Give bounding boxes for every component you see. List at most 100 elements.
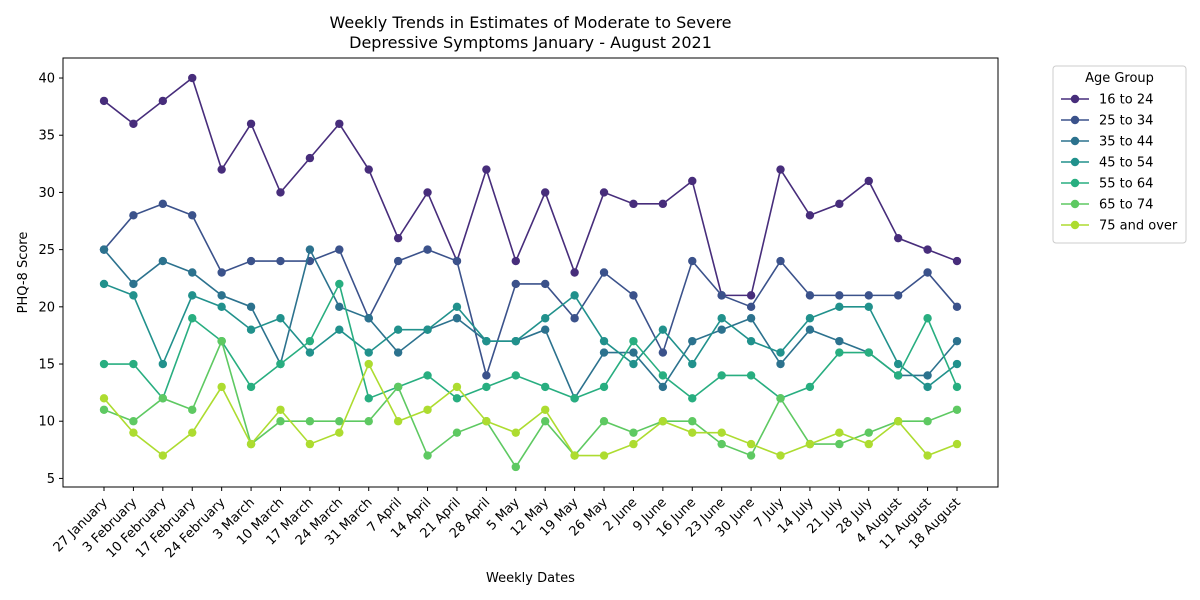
- legend-marker: [1070, 94, 1080, 104]
- data-point: [452, 428, 462, 437]
- data-point: [541, 405, 550, 414]
- data-point: [776, 394, 785, 403]
- legend-marker: [1070, 178, 1080, 188]
- data-point: [717, 325, 726, 334]
- data-point: [541, 279, 550, 289]
- data-point: [188, 428, 197, 437]
- legend-marker: [1070, 136, 1080, 146]
- data-point: [129, 417, 138, 426]
- data-point: [158, 394, 168, 403]
- data-point: [129, 291, 138, 300]
- data-point: [423, 325, 432, 334]
- data-point: [541, 325, 550, 334]
- data-point: [805, 382, 815, 392]
- data-point: [188, 73, 197, 83]
- legend-entry: 75 and over: [1061, 219, 1178, 234]
- data-point: [658, 348, 668, 357]
- series-35-to-44: [99, 245, 962, 403]
- data-point: [952, 256, 962, 266]
- legend-label: 75 and over: [1099, 219, 1178, 234]
- data-point: [305, 245, 315, 254]
- data-point: [864, 291, 873, 300]
- series-16-to-24: [99, 73, 962, 300]
- data-point: [335, 428, 344, 437]
- data-point: [599, 336, 609, 346]
- data-point: [335, 245, 344, 254]
- data-point: [452, 256, 462, 266]
- data-point: [688, 394, 697, 403]
- legend-entry: 35 to 44: [1061, 135, 1153, 150]
- data-point: [335, 302, 344, 312]
- data-point: [188, 268, 197, 277]
- legend-label: 35 to 44: [1099, 135, 1153, 150]
- data-point: [305, 153, 315, 163]
- data-point: [246, 325, 256, 334]
- data-point: [746, 439, 756, 449]
- data-point: [776, 256, 785, 266]
- series-line: [103, 283, 958, 388]
- data-point: [864, 439, 873, 449]
- data-point: [570, 394, 579, 403]
- data-point: [364, 417, 373, 426]
- data-point: [364, 348, 373, 357]
- data-point: [658, 371, 668, 380]
- data-point: [658, 325, 668, 334]
- data-point: [923, 451, 932, 460]
- data-point: [99, 405, 109, 414]
- data-point: [599, 188, 609, 197]
- data-point: [541, 188, 550, 197]
- data-point: [629, 291, 638, 300]
- data-point: [688, 336, 697, 346]
- data-point: [188, 291, 197, 300]
- data-point: [129, 211, 138, 220]
- legend-label: 25 to 34: [1099, 114, 1153, 129]
- data-point: [570, 314, 579, 323]
- data-point: [717, 428, 726, 437]
- data-point: [335, 119, 344, 128]
- plot-frame: [62, 57, 999, 488]
- data-point: [629, 199, 638, 209]
- legend-label: 45 to 54: [1099, 156, 1153, 171]
- series-line: [103, 338, 958, 469]
- data-point: [599, 451, 609, 460]
- data-point: [688, 359, 697, 369]
- data-point: [599, 268, 609, 277]
- data-point: [688, 256, 697, 266]
- data-point: [658, 382, 668, 392]
- data-point: [393, 256, 403, 266]
- data-point: [129, 119, 138, 128]
- data-point: [599, 348, 609, 357]
- legend-label: 65 to 74: [1099, 198, 1153, 213]
- data-point: [158, 256, 168, 266]
- data-point: [893, 291, 903, 300]
- data-point: [364, 359, 373, 369]
- legend-entry: 16 to 24: [1061, 93, 1153, 108]
- data-point: [305, 439, 315, 449]
- data-point: [217, 268, 226, 277]
- data-point: [99, 279, 109, 289]
- data-point: [217, 302, 226, 312]
- data-point: [423, 371, 432, 380]
- data-point: [158, 359, 168, 369]
- data-point: [570, 451, 579, 460]
- data-point: [217, 382, 226, 392]
- data-point: [99, 96, 109, 106]
- data-point: [658, 199, 668, 209]
- data-point: [746, 336, 756, 346]
- data-point: [393, 417, 403, 426]
- data-point: [893, 371, 903, 380]
- legend-entry: 45 to 54: [1061, 156, 1153, 171]
- data-point: [835, 291, 844, 300]
- series-line: [103, 362, 958, 457]
- data-point: [835, 302, 844, 312]
- data-point: [746, 302, 756, 312]
- data-point: [305, 336, 315, 346]
- data-point: [835, 199, 844, 209]
- x-axis-label: Weekly Dates: [486, 571, 575, 586]
- data-point: [276, 417, 285, 426]
- data-point: [776, 348, 785, 357]
- data-point: [129, 279, 138, 289]
- data-point: [364, 165, 373, 174]
